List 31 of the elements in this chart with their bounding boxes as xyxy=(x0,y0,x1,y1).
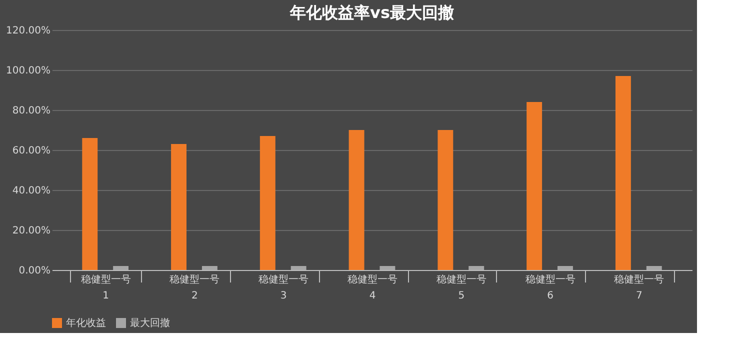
x-tick-label: 稳健型一号 6 xyxy=(525,274,576,302)
y-tick-label: 100.00% xyxy=(6,66,50,76)
chart-title: 年化收益率vs最大回撤 xyxy=(289,3,454,22)
x-tick-label: 稳健型一号 7 xyxy=(614,274,664,302)
bar xyxy=(348,130,364,270)
y-tick-label: 60.00% xyxy=(12,146,50,156)
bar xyxy=(260,136,276,270)
legend-label: 最大回撤 xyxy=(130,317,170,329)
y-tick-label: 20.00% xyxy=(12,226,50,236)
bar xyxy=(468,266,484,270)
x-tick-label: 稳健型一号 3 xyxy=(258,274,309,302)
x-tick-label: 稳健型一号 1 xyxy=(80,274,131,302)
y-tick-label: 0.00% xyxy=(18,266,50,276)
bar xyxy=(82,138,98,270)
legend-label: 年化收益 xyxy=(66,317,106,329)
bar xyxy=(438,130,454,270)
bar xyxy=(171,144,186,270)
bar xyxy=(380,266,396,270)
bar xyxy=(646,266,662,270)
bar xyxy=(526,102,542,270)
bar xyxy=(558,266,573,270)
bar xyxy=(615,76,631,270)
y-tick-label: 80.00% xyxy=(12,106,50,116)
bar xyxy=(202,266,218,270)
x-tick-label: 稳健型一号 4 xyxy=(348,274,398,302)
bar xyxy=(290,266,306,270)
x-tick-label: 稳健型一号 2 xyxy=(170,274,220,302)
y-tick-label: 120.00% xyxy=(6,26,50,36)
y-tick-label: 40.00% xyxy=(12,186,50,196)
bar xyxy=(113,266,129,270)
x-tick-label: 稳健型一号 5 xyxy=(436,274,486,302)
